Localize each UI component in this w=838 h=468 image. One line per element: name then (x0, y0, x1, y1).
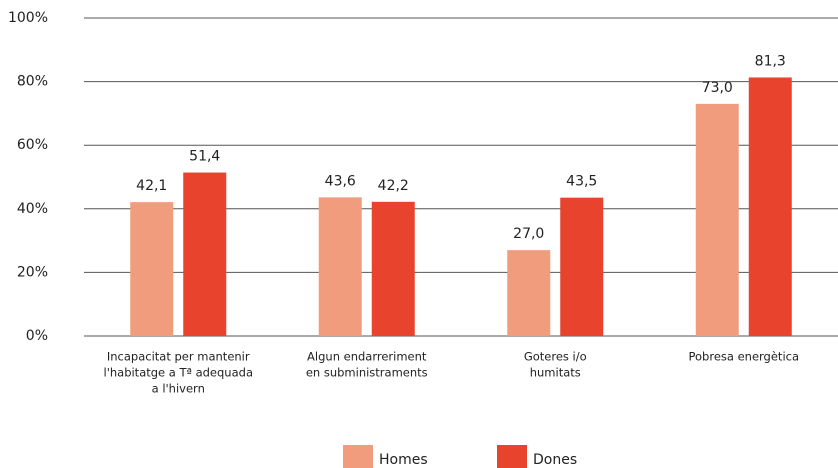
x-tick-label: Pobresa energètica (688, 350, 799, 364)
x-tick-label: Algun endarreriment (307, 350, 427, 364)
x-tick-label: l'habitatge a Tª adequada (104, 366, 254, 380)
legend-label: Dones (533, 452, 577, 468)
x-tick-label: en subministraments (306, 366, 428, 380)
data-label: 42,2 (378, 178, 409, 194)
bar (130, 202, 174, 336)
data-label: 73,0 (702, 80, 733, 96)
y-tick-label: 100% (8, 10, 48, 26)
y-tick-label: 20% (17, 264, 48, 280)
data-label: 81,3 (755, 53, 786, 69)
bar (507, 250, 551, 336)
x-tick-label: a l'hivern (152, 382, 205, 396)
bar (183, 172, 227, 336)
legend-label: Homes (379, 452, 428, 468)
x-tick-label: Incapacitat per mantenir (107, 350, 250, 364)
data-label: 27,0 (513, 226, 544, 242)
data-label: 42,1 (136, 178, 167, 194)
legend-swatch (497, 445, 527, 468)
bar (371, 201, 415, 336)
bar (695, 103, 739, 336)
data-label: 43,5 (566, 174, 597, 190)
legend-swatch (343, 445, 373, 468)
bar (560, 197, 604, 336)
x-tick-label: humitats (530, 366, 581, 380)
y-tick-label: 0% (26, 328, 48, 344)
bar (318, 197, 362, 336)
y-tick-label: 40% (17, 201, 48, 217)
data-label: 51,4 (189, 149, 220, 165)
y-tick-label: 80% (17, 74, 48, 90)
y-tick-label: 60% (17, 137, 48, 153)
bar (748, 77, 792, 336)
x-tick-label: Goteres i/o (524, 350, 587, 364)
data-label: 43,6 (325, 173, 356, 189)
